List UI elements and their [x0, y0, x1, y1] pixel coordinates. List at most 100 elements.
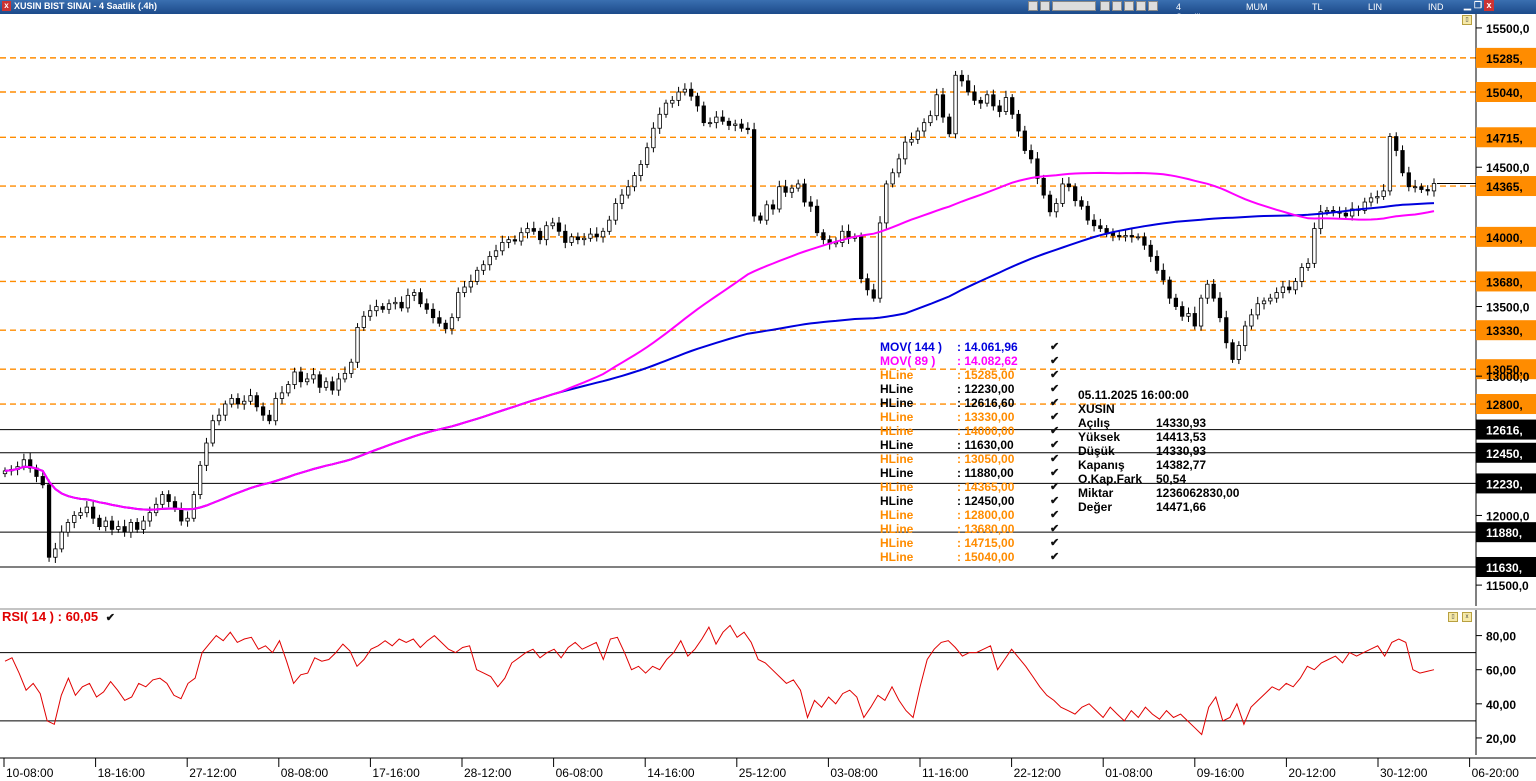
price-tick-label-4: 12000,0 [1486, 509, 1530, 523]
price-panel-menu-icon[interactable]: ▯ [1462, 15, 1472, 25]
time-tick-label-7: 14-16:00 [647, 766, 695, 780]
info-key: 05.11.2025 16:00:00 [1078, 388, 1189, 402]
candle-40 [254, 392, 259, 412]
candle-body-173 [1091, 219, 1097, 227]
price-tag-bg-2 [1476, 127, 1536, 148]
candle-202 [1274, 287, 1279, 303]
candle-51 [323, 377, 329, 391]
candle-body-122 [770, 204, 776, 210]
pencil-icon[interactable] [1124, 1, 1134, 11]
candle-190 [1198, 294, 1204, 331]
candle-body-65 [412, 292, 417, 296]
toolbar-scale[interactable]: LIN [1368, 2, 1383, 12]
candle-65 [412, 289, 417, 302]
rsi-panel-menu-icon[interactable]: ▯ [1448, 612, 1458, 622]
legend-check-icon[interactable]: ✔ [1050, 467, 1060, 479]
legend-value: : 12616,60 [957, 396, 1015, 410]
info-key: Düşük [1078, 444, 1115, 458]
toolbar-chart-type[interactable]: MUM [1246, 2, 1268, 12]
toolbar-currency[interactable]: TL [1312, 2, 1323, 12]
candle-153 [966, 74, 971, 96]
candle-124 [783, 179, 788, 197]
legend-check-icon[interactable]: ✔ [1050, 369, 1060, 381]
candle-191 [1205, 279, 1210, 304]
toolbar-period[interactable]: 4 Saatlik [1176, 2, 1204, 22]
legend-check-icon[interactable]: ✔ [1050, 355, 1060, 367]
candle-body-105 [663, 102, 669, 115]
legend-check-icon[interactable]: ✔ [1050, 551, 1060, 563]
legend-check-icon[interactable]: ✔ [1050, 425, 1060, 437]
candle-173 [1091, 214, 1097, 232]
minimize-icon[interactable]: ▁ [1464, 0, 1471, 10]
rsi-panel-close-icon[interactable]: x [1462, 612, 1472, 622]
legend-value: : 13680,00 [957, 522, 1015, 536]
candle-body-128 [808, 201, 813, 207]
candle-body-226 [1425, 189, 1430, 192]
legend-check-icon[interactable]: ✔ [1050, 383, 1060, 395]
candle-body-227 [1431, 183, 1437, 192]
legend-check-icon[interactable]: ✔ [1050, 439, 1060, 451]
candle-198 [1249, 308, 1254, 330]
candle-21 [135, 518, 140, 533]
candle-48 [305, 372, 310, 386]
candle-body-102 [644, 147, 650, 165]
candle-82 [519, 227, 524, 246]
legend-check-icon[interactable]: ✔ [1050, 341, 1060, 353]
legend-value: : 11630,00 [957, 438, 1014, 452]
candle-35 [223, 400, 228, 421]
legend-check-icon[interactable]: ✔ [1050, 481, 1060, 493]
print-icon[interactable] [1112, 1, 1122, 11]
legend-check-icon[interactable]: ✔ [1050, 523, 1060, 535]
candle-226 [1425, 185, 1430, 196]
candle-168 [1060, 177, 1065, 207]
candle-body-90 [569, 236, 574, 243]
candle-121 [764, 200, 769, 225]
candle-body-74 [468, 281, 473, 288]
mov89-line [4, 171, 1435, 511]
candle-194 [1224, 310, 1229, 349]
candle-body-108 [682, 88, 688, 93]
legend-check-icon[interactable]: ✔ [1050, 397, 1060, 409]
candle-body-83 [525, 228, 530, 234]
rsi-check-icon[interactable]: ✔ [105, 612, 115, 624]
price-tag-bg-11 [1476, 473, 1536, 494]
settings-icon[interactable] [1040, 1, 1050, 11]
candle-90 [569, 233, 574, 246]
candle-body-144 [909, 138, 914, 143]
candle-215 [1356, 205, 1361, 217]
period-dropdown[interactable] [1052, 1, 1096, 11]
grid-icon[interactable] [1100, 1, 1110, 11]
candle-186 [1173, 293, 1179, 310]
candle-30 [191, 491, 196, 522]
candle-body-37 [235, 398, 241, 405]
legend-check-icon[interactable]: ✔ [1050, 411, 1060, 423]
candle-0 [2, 467, 8, 478]
candle-189 [1192, 306, 1197, 330]
scissors-icon[interactable] [1148, 1, 1158, 11]
candle-55 [349, 358, 354, 378]
candle-body-34 [216, 414, 222, 422]
legend-value: : 15040,00 [957, 550, 1015, 564]
candle-body-141 [890, 172, 895, 185]
candle-175 [1104, 225, 1109, 238]
candle-185 [1167, 276, 1172, 304]
candle-152 [959, 70, 964, 87]
restore-icon[interactable]: ❐ [1474, 0, 1483, 10]
legend-name: HLine [880, 522, 914, 536]
legend-check-icon[interactable]: ✔ [1050, 537, 1060, 549]
legend-check-icon[interactable]: ✔ [1050, 495, 1060, 507]
price-tag-bg-8 [1476, 394, 1536, 415]
candle-body-195 [1230, 342, 1235, 360]
candle-body-46 [292, 371, 297, 385]
legend-check-icon[interactable]: ✔ [1050, 453, 1060, 465]
candle-body-153 [966, 80, 971, 93]
legend-check-icon[interactable]: ✔ [1050, 509, 1060, 521]
zoom-icon[interactable] [1028, 1, 1038, 11]
candle-body-148 [934, 94, 939, 117]
toolbar-indicator[interactable]: IND [1428, 2, 1444, 12]
candle-body-186 [1173, 297, 1179, 307]
candle-body-95 [600, 230, 606, 238]
lines-icon[interactable] [1136, 1, 1146, 11]
time-tick-label-11: 22-12:00 [1014, 766, 1062, 780]
close-icon[interactable]: x [1484, 0, 1494, 11]
